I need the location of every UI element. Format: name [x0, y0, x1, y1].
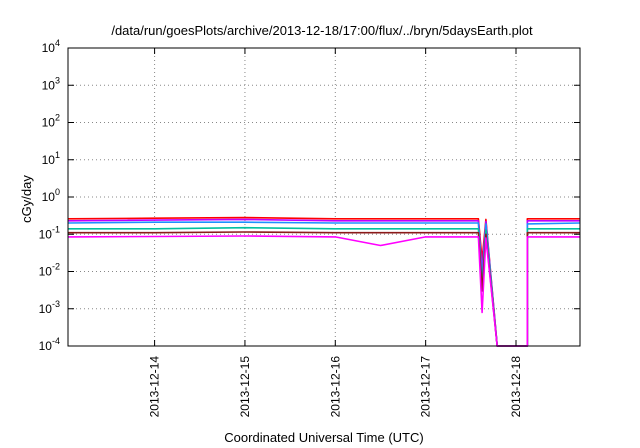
y-tick-label: 10-1 [39, 224, 60, 241]
y-axis: 10-4 10-3 10-2 10-1 100 101 102 103 104 [39, 38, 580, 353]
x-axis: 2013-12-14 2013-12-15 2013-12-16 2013-12-17… [148, 48, 523, 417]
y-axis-label: cGy/day [19, 175, 34, 223]
y-tick-label: 101 [42, 150, 60, 167]
y-tick-label: 100 [42, 187, 60, 204]
x-tick-label: 2013-12-14 [148, 356, 162, 418]
y-tick-label: 104 [42, 38, 60, 55]
series-line-5 [68, 231, 580, 347]
series-group [67, 216, 581, 347]
y-tick-label: 10-4 [39, 336, 60, 353]
x-axis-label: Coordinated Universal Time (UTC) [224, 430, 423, 445]
x-tick-label: 2013-12-18 [509, 356, 523, 418]
x-tick-label: 2013-12-15 [238, 356, 252, 418]
y-tick-label: 102 [42, 113, 60, 130]
series-line-4 [68, 226, 580, 347]
x-tick-label: 2013-12-17 [419, 356, 433, 418]
chart-title: /data/run/goesPlots/archive/2013-12-18/1… [111, 23, 533, 38]
series-line-3 [67, 221, 581, 347]
x-tick-label: 2013-12-16 [328, 356, 342, 418]
y-tick-label: 10-3 [39, 299, 60, 316]
y-tick-label: 10-2 [39, 262, 60, 279]
series-line-2 [67, 218, 580, 347]
grid [68, 48, 580, 346]
series-line-6 [67, 235, 580, 347]
y-tick-label: 103 [42, 75, 60, 92]
